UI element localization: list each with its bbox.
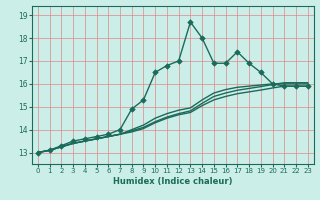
X-axis label: Humidex (Indice chaleur): Humidex (Indice chaleur): [113, 177, 233, 186]
